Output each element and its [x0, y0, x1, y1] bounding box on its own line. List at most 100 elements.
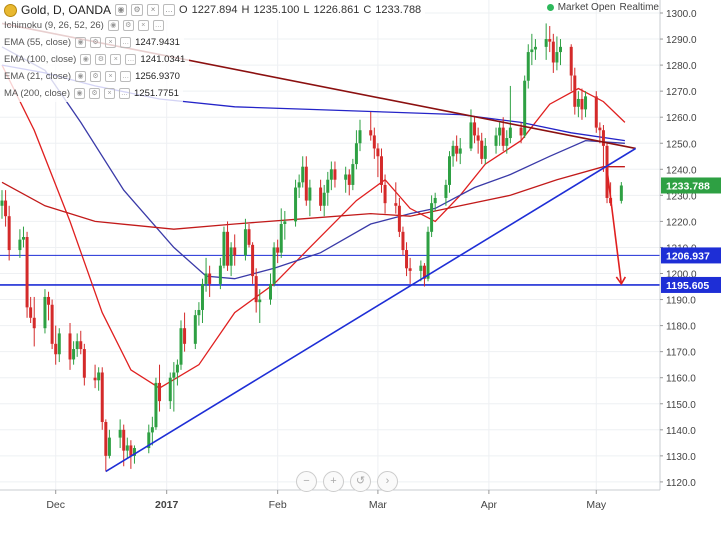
candle-body [505, 138, 509, 146]
candle-body [426, 231, 430, 279]
price-tick-label: 1270.0 [666, 87, 697, 98]
time-tick-label: 2017 [155, 499, 179, 511]
candle-body [204, 273, 208, 284]
candle-body [405, 250, 409, 269]
candle-body [132, 448, 136, 456]
candle-body [97, 372, 101, 381]
price-label-value: 1206.937 [666, 250, 710, 262]
settings-icon[interactable]: ⚙ [95, 54, 107, 65]
uptrend-trendline [105, 147, 637, 473]
candle-body [473, 122, 477, 136]
time-tick-label: Feb [269, 499, 287, 511]
candle-body [57, 333, 61, 355]
indicator-row-ma200[interactable]: MA (200, close) ◉ ⚙ × … 1251.7751 [0, 85, 183, 102]
candle-body [18, 239, 22, 251]
open-label: O [179, 4, 188, 16]
more-icon[interactable]: … [119, 88, 130, 99]
candle-body [308, 187, 312, 201]
settings-icon[interactable]: ⚙ [131, 4, 144, 16]
settings-icon[interactable]: ⚙ [89, 88, 100, 99]
more-icon[interactable]: … [120, 37, 132, 48]
price-tick-label: 1180.0 [666, 322, 696, 333]
candle-body [150, 427, 154, 433]
eye-icon[interactable]: ◉ [115, 4, 128, 16]
more-icon[interactable]: … [152, 20, 164, 31]
candle-body [354, 143, 358, 165]
high-value: 1235.100 [253, 4, 300, 16]
candle-body [158, 382, 162, 402]
close-icon[interactable]: × [105, 37, 117, 48]
candle-body [480, 140, 484, 159]
candle-body [584, 96, 588, 110]
price-tick-label: 1130.0 [666, 452, 696, 463]
candle-body [21, 237, 25, 240]
price-axis[interactable]: 1300.0 1290.0 1280.0 1270.0 1260.0 1250.0 1240… [659, 0, 725, 490]
candle-body [598, 127, 602, 131]
indicator-label: EMA (55, close) [4, 37, 72, 48]
eye-icon[interactable]: ◉ [74, 88, 85, 99]
close-icon[interactable]: × [104, 88, 115, 99]
time-tick-label: Dec [46, 499, 65, 511]
settings-icon[interactable]: ⚙ [90, 37, 102, 48]
candle-body [469, 122, 473, 149]
price-tick-label: 1120.0 [666, 478, 696, 489]
candle-body [179, 328, 183, 365]
price-tick-label: 1200.0 [666, 270, 697, 281]
indicator-row-ema100[interactable]: EMA (100, close) ◉ ⚙ ×… 1241.0341 [0, 51, 190, 68]
more-icon[interactable]: … [120, 71, 132, 82]
candle-body [551, 41, 555, 63]
candle-body [333, 169, 337, 180]
scroll-right-icon[interactable]: › [377, 471, 398, 492]
eye-icon[interactable]: ◉ [80, 54, 92, 65]
time-axis[interactable]: Dec 2017 Feb Mar Apr May [0, 489, 725, 543]
candle-body [501, 127, 505, 146]
eye-icon[interactable]: ◉ [75, 37, 87, 48]
candle-body [401, 231, 405, 251]
close-icon[interactable]: × [110, 54, 122, 65]
candle-body [372, 135, 376, 149]
candle-body [455, 145, 459, 154]
eye-icon[interactable]: ◉ [107, 20, 119, 31]
candle-body [301, 166, 305, 183]
candle-body [193, 315, 197, 344]
candle-body [448, 156, 451, 185]
market-status: Market Open Realtime [546, 2, 659, 13]
candle-body [483, 145, 487, 159]
time-tick-label: Apr [481, 499, 498, 511]
settings-icon[interactable]: ⚙ [122, 20, 134, 31]
zoom-out-icon[interactable]: − [296, 471, 317, 492]
price-tick-label: 1140.0 [666, 426, 696, 437]
candle-body [222, 231, 226, 266]
candle-body [594, 96, 598, 128]
candle-body [258, 299, 262, 303]
candle-body [351, 164, 355, 185]
symbol-label[interactable]: Gold, D, OANDA [21, 3, 112, 17]
reset-icon[interactable]: ↺ [350, 471, 371, 492]
close-icon[interactable]: × [147, 4, 160, 16]
eye-icon[interactable]: ◉ [75, 71, 87, 82]
candle-body [218, 265, 222, 284]
candle-body [580, 98, 584, 110]
close-icon[interactable]: × [137, 20, 149, 31]
more-icon[interactable]: … [163, 4, 176, 16]
price-label-tag [661, 247, 721, 264]
settings-icon[interactable]: ⚙ [90, 71, 102, 82]
indicator-row-ichimoku[interactable]: Ichimoku (9, 26, 52, 26) ◉ ⚙ ×… [0, 17, 168, 34]
candle-body [283, 221, 287, 225]
time-tick-label: Mar [369, 499, 388, 511]
price-tick-label: 1190.0 [666, 296, 696, 307]
zoom-in-icon[interactable]: + [323, 471, 344, 492]
indicator-row-ema21[interactable]: EMA (21, close) ◉ ⚙ ×… 1256.9370 [0, 68, 184, 85]
candle-body [326, 179, 330, 193]
candle-body [279, 224, 283, 253]
close-icon[interactable]: × [105, 71, 117, 82]
more-icon[interactable]: … [125, 54, 137, 65]
price-axis-background [660, 0, 725, 490]
indicator-row-ema55[interactable]: EMA (55, close) ◉ ⚙ ×… 1247.9431 [0, 34, 184, 51]
candle-body [104, 421, 108, 456]
low-value: 1226.861 [313, 4, 360, 16]
candle-body [129, 445, 133, 456]
indicator-value: 1256.9370 [135, 71, 180, 82]
candle-body [200, 283, 204, 310]
